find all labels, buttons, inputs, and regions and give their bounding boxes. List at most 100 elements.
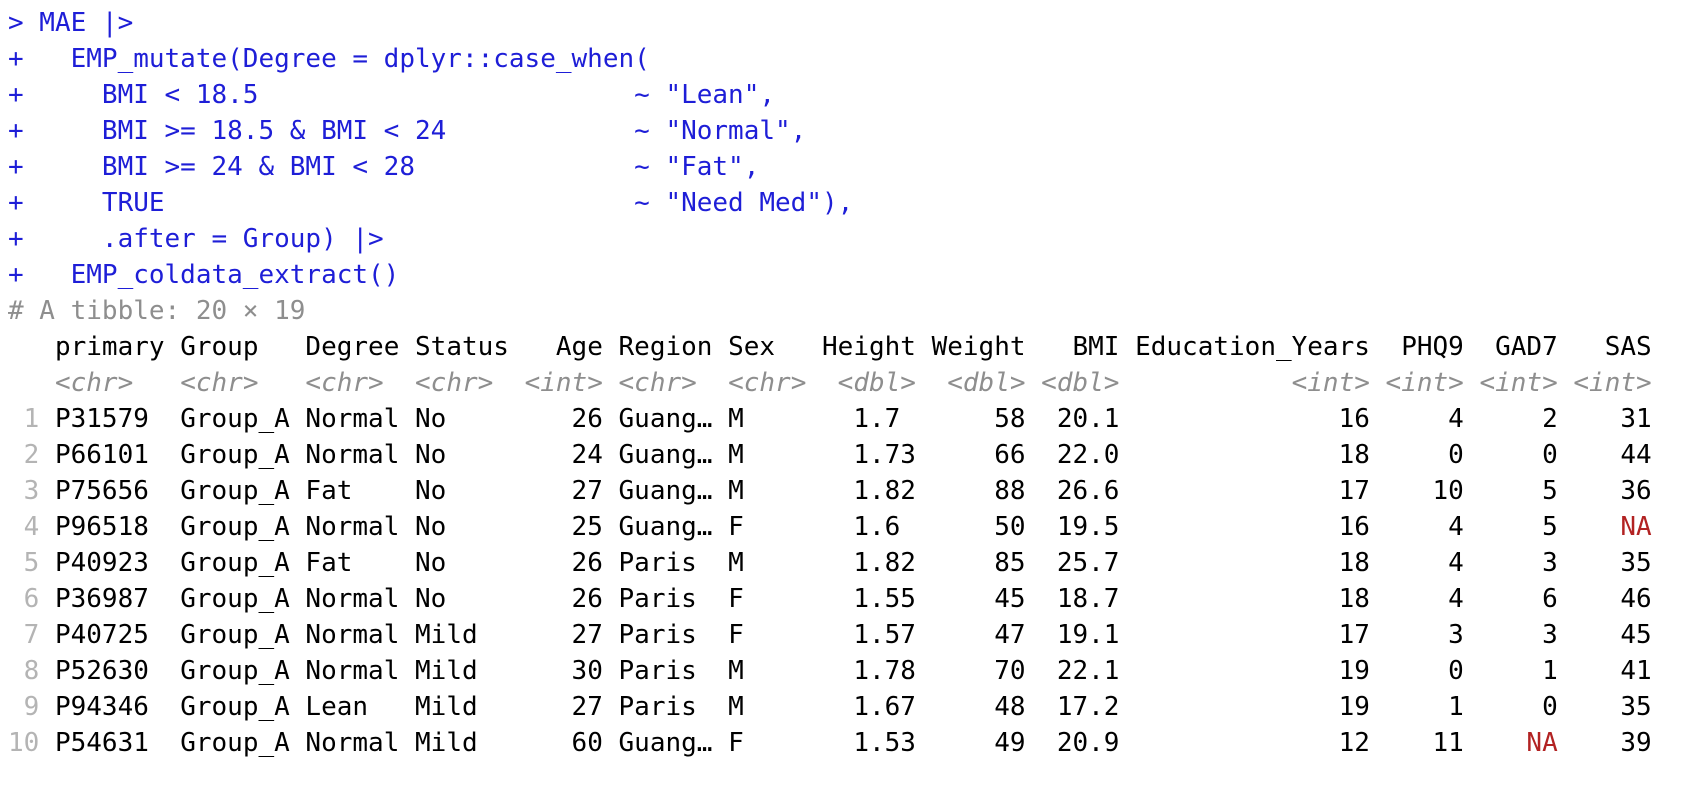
header-cell: Age: [508, 332, 603, 362]
data-cell: P96518: [39, 512, 165, 542]
data-cell: 85: [915, 548, 1026, 578]
data-cell: P40923: [39, 548, 165, 578]
data-cell: 20.9: [1025, 728, 1120, 758]
data-cell: 0: [1463, 440, 1558, 470]
data-cell: 17: [1119, 620, 1370, 650]
type-cell: <dbl>: [1025, 368, 1120, 398]
data-cell: 45: [1557, 620, 1652, 650]
data-cell: 1.55: [806, 584, 916, 614]
type-cell: <dbl>: [915, 368, 1026, 398]
data-cell: 10: [1369, 476, 1464, 506]
header-cell: GAD7: [1463, 332, 1558, 362]
data-cell: 88: [915, 476, 1026, 506]
tibble-summary: # A tibble: 20 × 19: [8, 296, 306, 326]
row-number: 7: [8, 620, 40, 650]
tibble-data-row: 9 P94346 Group_A Lean Mild 27 Paris M 1.…: [8, 689, 1706, 725]
data-cell: Paris: [602, 620, 713, 650]
data-cell: Group_A: [164, 620, 290, 650]
data-cell: No: [399, 404, 509, 434]
data-cell: Mild: [399, 656, 509, 686]
header-cell: Sex: [712, 332, 807, 362]
data-cell: 4: [1369, 548, 1464, 578]
data-cell: Normal: [289, 404, 400, 434]
data-cell: 47: [915, 620, 1026, 650]
data-cell: 19.5: [1025, 512, 1120, 542]
data-cell: Group_A: [164, 440, 290, 470]
data-cell: M: [712, 404, 807, 434]
data-cell: P40725: [39, 620, 165, 650]
header-cell: Degree: [289, 332, 400, 362]
data-cell: 18: [1119, 548, 1370, 578]
data-cell: No: [399, 476, 509, 506]
data-cell: 49: [915, 728, 1026, 758]
data-cell: Guang…: [602, 476, 713, 506]
data-cell: 26.6: [1025, 476, 1120, 506]
data-cell: Group_A: [164, 404, 290, 434]
data-cell: 39: [1557, 728, 1652, 758]
tibble-data-row: 8 P52630 Group_A Normal Mild 30 Paris M …: [8, 653, 1706, 689]
row-number: 4: [8, 512, 40, 542]
data-cell: 22.1: [1025, 656, 1120, 686]
data-cell: 4: [1369, 512, 1464, 542]
data-cell: 26: [508, 404, 603, 434]
data-cell: Guang…: [602, 728, 713, 758]
tibble-data-row: 5 P40923 Group_A Fat No 26 Paris M 1.82 …: [8, 545, 1706, 581]
data-cell: Normal: [289, 728, 400, 758]
data-cell: 58: [915, 404, 1026, 434]
header-cell: BMI: [1025, 332, 1120, 362]
data-cell: P31579: [39, 404, 165, 434]
data-cell: 44: [1557, 440, 1652, 470]
data-cell: 35: [1557, 548, 1652, 578]
data-cell: NA: [1463, 728, 1558, 758]
data-cell: Normal: [289, 584, 400, 614]
data-cell: 17.2: [1025, 692, 1120, 722]
data-cell: 1.6: [806, 512, 916, 542]
data-cell: Mild: [399, 620, 509, 650]
data-cell: F: [712, 728, 807, 758]
tibble-data-row: 7 P40725 Group_A Normal Mild 27 Paris F …: [8, 617, 1706, 653]
type-cell: <chr>: [399, 368, 509, 398]
tibble-data-row: 4 P96518 Group_A Normal No 25 Guang… F 1…: [8, 509, 1706, 545]
data-cell: Normal: [289, 620, 400, 650]
header-cell: Status: [399, 332, 509, 362]
data-cell: Mild: [399, 692, 509, 722]
type-cell: <dbl>: [806, 368, 916, 398]
type-cell: <chr>: [164, 368, 290, 398]
data-cell: Group_A: [164, 728, 290, 758]
data-cell: P54631: [39, 728, 165, 758]
data-cell: 45: [915, 584, 1026, 614]
data-cell: 27: [508, 692, 603, 722]
data-cell: Fat: [289, 476, 400, 506]
header-cell: Height: [806, 332, 916, 362]
row-number: 5: [8, 548, 40, 578]
data-cell: Group_A: [164, 476, 290, 506]
type-cell: <chr>: [602, 368, 713, 398]
type-cell: <int>: [1463, 368, 1558, 398]
data-cell: P94346: [39, 692, 165, 722]
data-cell: 5: [1463, 512, 1558, 542]
data-cell: 19: [1119, 656, 1370, 686]
data-cell: 27: [508, 476, 603, 506]
data-cell: Normal: [289, 656, 400, 686]
header-cell: Region: [602, 332, 713, 362]
data-cell: Guang…: [602, 512, 713, 542]
row-number-spacer: [8, 332, 39, 362]
data-cell: 17: [1119, 476, 1370, 506]
data-cell: 36: [1557, 476, 1652, 506]
data-cell: 48: [915, 692, 1026, 722]
data-cell: 3: [1463, 620, 1558, 650]
data-cell: No: [399, 512, 509, 542]
data-cell: M: [712, 440, 807, 470]
data-cell: NA: [1557, 512, 1652, 542]
data-cell: 66: [915, 440, 1026, 470]
code-line: + BMI >= 24 & BMI < 28 ~ "Fat",: [8, 152, 760, 182]
data-cell: Group_A: [164, 512, 290, 542]
data-cell: 25: [508, 512, 603, 542]
tibble-header-row: primary Group Degree Status Age Region S…: [8, 329, 1706, 365]
data-cell: 1: [1369, 692, 1464, 722]
data-cell: 4: [1369, 404, 1464, 434]
data-cell: No: [399, 440, 509, 470]
data-cell: 1.57: [806, 620, 916, 650]
data-cell: 12: [1119, 728, 1370, 758]
